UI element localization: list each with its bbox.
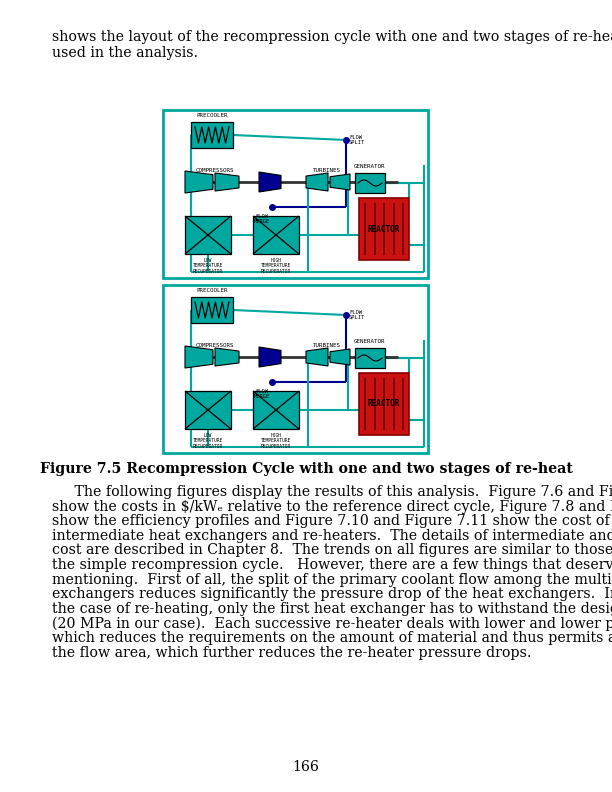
- Bar: [359, 373, 409, 435]
- Text: mentioning.  First of all, the split of the primary coolant flow among the multi: mentioning. First of all, the split of t…: [52, 573, 612, 587]
- Text: TURBINES: TURBINES: [313, 168, 341, 173]
- Text: HIGH
TEMPERATURE
RECUPERATOR: HIGH TEMPERATURE RECUPERATOR: [261, 258, 291, 274]
- Polygon shape: [330, 174, 350, 190]
- Text: PRECOOLER: PRECOOLER: [196, 288, 228, 293]
- Text: FLOW
SPLIT: FLOW SPLIT: [349, 310, 365, 320]
- Text: show the costs in $/kWₑ relative to the reference direct cycle, Figure 7.8 and F: show the costs in $/kWₑ relative to the …: [52, 500, 612, 513]
- Polygon shape: [185, 171, 213, 193]
- Bar: [359, 198, 409, 260]
- Text: Figure 7.5 Recompression Cycle with one and two stages of re-heat: Figure 7.5 Recompression Cycle with one …: [40, 462, 572, 476]
- Polygon shape: [306, 348, 328, 366]
- Text: the case of re-heating, only the first heat exchanger has to withstand the desig: the case of re-heating, only the first h…: [52, 602, 612, 616]
- Text: (20 MPa in our case).  Each successive re-heater deals with lower and lower pres: (20 MPa in our case). Each successive re…: [52, 616, 612, 630]
- Bar: [185, 216, 231, 254]
- Text: FLOW
SPLIT: FLOW SPLIT: [349, 135, 365, 145]
- Text: COMPRESSORS: COMPRESSORS: [196, 168, 234, 173]
- Text: exchangers reduces significantly the pressure drop of the heat exchangers.  In a: exchangers reduces significantly the pre…: [52, 587, 612, 601]
- Text: cost are described in Chapter 8.  The trends on all figures are similar to those: cost are described in Chapter 8. The tre…: [52, 543, 612, 558]
- Text: FLOW
MERGE: FLOW MERGE: [254, 214, 270, 224]
- Bar: [163, 110, 428, 278]
- Text: LOW
TEMPERATURE
RECUPERATOR: LOW TEMPERATURE RECUPERATOR: [193, 258, 223, 274]
- Polygon shape: [259, 172, 281, 192]
- Text: LOW
TEMPERATURE
RECUPERATOR: LOW TEMPERATURE RECUPERATOR: [193, 433, 223, 449]
- Text: the flow area, which further reduces the re-heater pressure drops.: the flow area, which further reduces the…: [52, 645, 531, 660]
- Polygon shape: [259, 347, 281, 367]
- Text: PRECOOLER: PRECOOLER: [196, 113, 228, 118]
- Bar: [191, 297, 233, 323]
- Bar: [253, 391, 299, 429]
- Polygon shape: [185, 346, 213, 368]
- Text: GENERATOR: GENERATOR: [354, 339, 386, 344]
- Polygon shape: [215, 173, 239, 191]
- Text: 166: 166: [293, 760, 319, 774]
- Polygon shape: [306, 173, 328, 191]
- Text: GENERATOR: GENERATOR: [354, 164, 386, 169]
- Bar: [355, 348, 385, 368]
- Bar: [185, 391, 231, 429]
- Text: show the efficiency profiles and Figure 7.10 and Figure 7.11 show the cost of th: show the efficiency profiles and Figure …: [52, 514, 612, 528]
- Text: FLOW
MERGE: FLOW MERGE: [254, 389, 270, 399]
- Text: COMPRESSORS: COMPRESSORS: [196, 343, 234, 348]
- Polygon shape: [215, 348, 239, 366]
- Text: the simple recompression cycle.   However, there are a few things that deserve: the simple recompression cycle. However,…: [52, 558, 612, 572]
- Text: shows the layout of the recompression cycle with one and two stages of re-heat t: shows the layout of the recompression cy…: [52, 30, 612, 44]
- Text: TURBINES: TURBINES: [313, 343, 341, 348]
- Bar: [191, 122, 233, 148]
- Text: REACTOR: REACTOR: [368, 399, 400, 409]
- Text: HIGH
TEMPERATURE
RECUPERATOR: HIGH TEMPERATURE RECUPERATOR: [261, 433, 291, 449]
- Text: which reduces the requirements on the amount of material and thus permits an inc: which reduces the requirements on the am…: [52, 631, 612, 645]
- Bar: [253, 216, 299, 254]
- Bar: [163, 285, 428, 453]
- Text: used in the analysis.: used in the analysis.: [52, 46, 198, 60]
- Text: The following figures display the results of this analysis.  Figure 7.6 and Figu: The following figures display the result…: [52, 485, 612, 499]
- Text: intermediate heat exchangers and re-heaters.  The details of intermediate and re: intermediate heat exchangers and re-heat…: [52, 529, 612, 543]
- Polygon shape: [330, 349, 350, 365]
- Text: REACTOR: REACTOR: [368, 224, 400, 234]
- Bar: [355, 173, 385, 193]
